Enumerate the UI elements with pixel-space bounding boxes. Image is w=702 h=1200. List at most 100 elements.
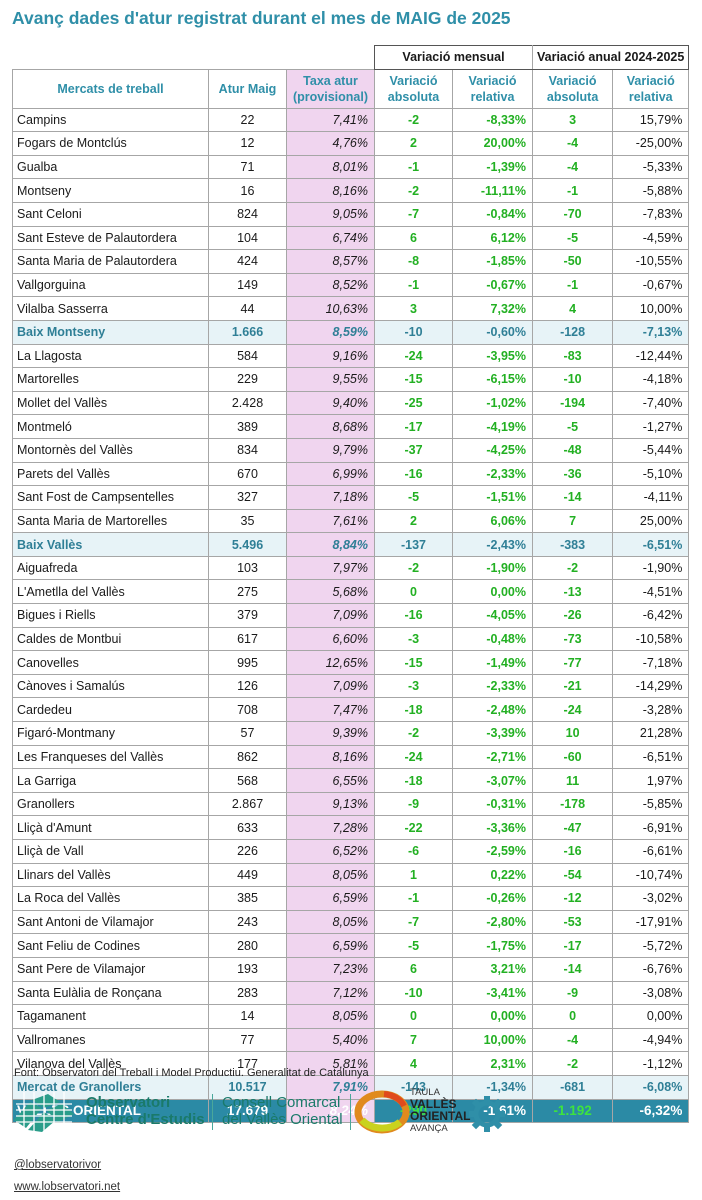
annual-rel-change-cell: -12,44%	[612, 343, 690, 369]
annual-rel-change-cell: 25,00%	[612, 508, 690, 534]
annual-rel-change-cell: -1,90%	[612, 555, 690, 581]
annual-rel-change-cell: -5,33%	[612, 154, 690, 180]
unemployment-rate-cell: 9,13%	[286, 791, 375, 817]
monthly-abs-change-cell: -290	[374, 1098, 453, 1124]
table-row: Campins 22 7,41% -2 -8,33% 3 15,79%	[12, 107, 690, 133]
annual-rel-change-cell: -6,51%	[612, 532, 690, 557]
annual-rel-change-cell: -5,10%	[612, 461, 690, 487]
taula-ring-icon	[354, 1090, 410, 1134]
col-header-annual-abs: Variació absoluta	[531, 68, 614, 109]
unemployment-rate-cell: 6,99%	[286, 461, 375, 487]
monthly-rel-change-cell: -3,36%	[452, 815, 533, 840]
monthly-abs-change-cell: -1	[374, 886, 453, 911]
market-name-cell: Canovelles	[12, 650, 209, 675]
unemployed-count-cell: 327	[208, 485, 287, 510]
annual-rel-change-cell: 0,00%	[612, 1004, 690, 1029]
unemployment-rate-cell: 5,81%	[286, 1051, 375, 1076]
monthly-rel-change-cell: -1,49%	[452, 650, 533, 675]
unemployed-count-cell: 35	[208, 508, 287, 534]
annual-rel-change-cell: -6,32%	[612, 1098, 690, 1124]
market-name-cell: Lliçà d'Amunt	[12, 815, 209, 840]
monthly-rel-change-cell: -0,48%	[452, 626, 533, 652]
monthly-rel-change-cell: 6,06%	[452, 508, 533, 534]
monthly-rel-change-cell: -11,11%	[452, 178, 533, 203]
monthly-rel-change-cell: -1,02%	[452, 390, 533, 416]
unemployment-rate-cell: 9,40%	[286, 390, 375, 416]
monthly-rel-change-cell: 6,12%	[452, 225, 533, 251]
unemployed-count-cell: 2.428	[208, 390, 287, 416]
monthly-rel-change-cell: -3,07%	[452, 768, 533, 793]
annual-abs-change-cell: -1.192	[531, 1098, 614, 1124]
table-row: Mollet del Vallès 2.428 9,40% -25 -1,02% -194…	[12, 390, 690, 416]
market-name-cell: Bigues i Riells	[12, 603, 209, 628]
monthly-rel-change-cell: -4,25%	[452, 437, 533, 463]
market-name-cell: La Llagosta	[12, 343, 209, 369]
unemployed-count-cell: 379	[208, 603, 287, 628]
unemployment-rate-cell: 8,68%	[286, 414, 375, 439]
unemployment-rate-cell: 8,05%	[286, 1004, 375, 1029]
unemployed-count-cell: 389	[208, 414, 287, 439]
twitter-handle-link[interactable]: @lobservatorivor	[14, 1159, 102, 1171]
monthly-rel-change-cell: -4,19%	[452, 414, 533, 439]
table-row: Tagamanent 14 8,05% 0 0,00% 0 0,00%	[12, 1004, 690, 1029]
annual-abs-change-cell: -70	[531, 201, 614, 227]
market-name-cell: Montseny	[12, 178, 209, 203]
annual-abs-change-cell: -1	[531, 178, 614, 203]
annual-abs-change-cell: -60	[531, 744, 614, 770]
annual-rel-change-cell: -5,85%	[612, 791, 690, 817]
monthly-rel-change-cell: -0,60%	[452, 319, 533, 345]
monthly-abs-change-cell: -1	[374, 154, 453, 180]
table-row: Sant Pere de Vilamajor 193 7,23% 6 3,21% -14-…	[12, 956, 690, 982]
annual-abs-change-cell: -17	[531, 933, 614, 958]
unemployed-count-cell: 5.496	[208, 532, 287, 557]
monthly-abs-change-cell: -15	[374, 367, 453, 392]
annual-rel-change-cell: -14,29%	[612, 673, 690, 699]
monthly-abs-change-cell: -6	[374, 839, 453, 864]
observatori-logo-icon	[14, 1092, 74, 1132]
unemployed-count-cell: 126	[208, 673, 287, 699]
monthly-rel-change-cell: -2,48%	[452, 697, 533, 723]
market-name-cell: Sant Feliu de Codines	[12, 933, 209, 958]
unemployed-count-cell: 617	[208, 626, 287, 652]
annual-abs-change-cell: 4	[531, 296, 614, 321]
unemployed-count-cell: 226	[208, 839, 287, 864]
market-name-cell: La Garriga	[12, 768, 209, 793]
unemployed-count-cell: 283	[208, 980, 287, 1006]
annual-rel-change-cell: -1,27%	[612, 414, 690, 439]
monthly-abs-change-cell: -16	[374, 603, 453, 628]
unemployment-rate-cell: 7,28%	[286, 815, 375, 840]
table-row: Santa Eulàlia de Ronçana 283 7,12% -10 -3,41…	[12, 980, 690, 1006]
unemployment-rate-cell: 8,84%	[286, 532, 375, 557]
monthly-rel-change-cell: -3,95%	[452, 343, 533, 369]
annual-abs-change-cell: -48	[531, 437, 614, 463]
logo-divider	[350, 1094, 351, 1130]
unemployment-rate-cell: 8,05%	[286, 862, 375, 888]
monthly-rel-change-cell: -3,39%	[452, 721, 533, 746]
annual-rel-change-cell: -7,40%	[612, 390, 690, 416]
market-name-cell: Mollet del Vallès	[12, 390, 209, 416]
unemployed-count-cell: 149	[208, 272, 287, 298]
monthly-abs-change-cell: -2	[374, 555, 453, 581]
market-name-cell: Sant Celoni	[12, 201, 209, 227]
annual-abs-change-cell: -4	[531, 131, 614, 156]
unemployed-count-cell: 17.679	[208, 1098, 287, 1124]
market-name-cell: Aiguafreda	[12, 555, 209, 581]
annual-rel-change-cell: -6,61%	[612, 839, 690, 864]
unemployed-count-cell: 280	[208, 933, 287, 958]
annual-rel-change-cell: -7,18%	[612, 650, 690, 675]
unemployed-count-cell: 995	[208, 650, 287, 675]
unemployed-count-cell: 193	[208, 956, 287, 982]
annual-rel-change-cell: -3,28%	[612, 697, 690, 723]
annual-abs-change-cell: -77	[531, 650, 614, 675]
annual-abs-change-cell: 7	[531, 508, 614, 534]
table-row: Santa Maria de Martorelles 35 7,61% 2 6,06% 7…	[12, 508, 690, 534]
logo-bar: Observatori Centre d'Estudis Consell Com…	[12, 1087, 692, 1136]
market-name-cell: Sant Esteve de Palautordera	[12, 225, 209, 251]
monthly-abs-change-cell: 3	[374, 296, 453, 321]
annual-abs-change-cell: -83	[531, 343, 614, 369]
monthly-rel-change-cell: -1,90%	[452, 555, 533, 581]
website-link[interactable]: www.lobservatori.net	[14, 1181, 121, 1193]
market-name-cell: Sant Pere de Vilamajor	[12, 956, 209, 982]
annual-rel-change-cell: -6,91%	[612, 815, 690, 840]
market-name-cell: Les Franqueses del Vallès	[12, 744, 209, 770]
